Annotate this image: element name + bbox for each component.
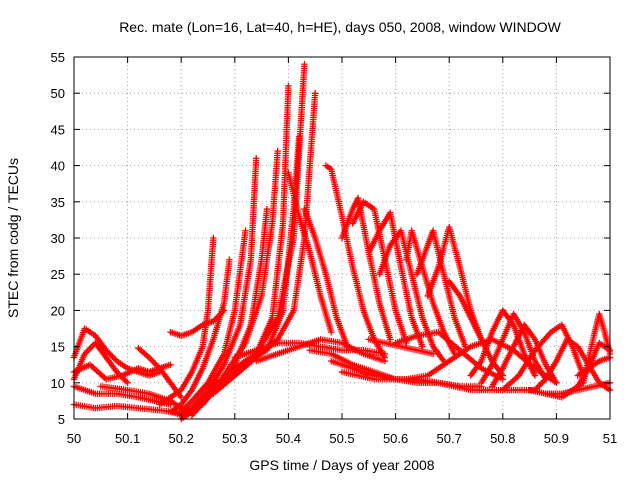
y-tick-label: 30: [51, 231, 65, 246]
data-point: [387, 336, 394, 343]
data-point: [253, 155, 260, 162]
data-point: [178, 394, 185, 401]
x-tick-label: 50.1: [115, 431, 140, 446]
x-tick-label: 51: [603, 431, 617, 446]
data-point: [124, 379, 131, 386]
data-point: [537, 380, 545, 388]
x-tick-label: 50.5: [329, 431, 354, 446]
y-tick-labels: 5 10 15 20 25 30 35 40 45 50 55: [51, 50, 65, 427]
x-tick-label: 50.8: [490, 431, 515, 446]
data-point: [285, 82, 292, 90]
x-tick-label: 50: [67, 431, 81, 446]
series-arc-21: [322, 162, 389, 361]
data-point: [226, 256, 233, 263]
data-point: [263, 205, 271, 213]
x-axis-label: GPS time / Days of year 2008: [249, 457, 434, 473]
data-point: [242, 227, 249, 234]
data-point: [150, 358, 157, 366]
y-tick-label: 45: [51, 122, 65, 137]
y-tick-label: 15: [51, 340, 65, 355]
y-axis-label: STEC from codg / TECUs: [5, 158, 21, 318]
y-tick-label: 40: [51, 159, 65, 174]
series-arc-10: [167, 256, 233, 415]
y-tick-label: 10: [51, 376, 65, 391]
series-arc-31: [478, 310, 549, 386]
data-point: [328, 328, 335, 336]
data-point: [84, 347, 91, 354]
x-tick-label: 50.4: [276, 431, 301, 446]
data-point: [301, 61, 308, 68]
chart-title: Rec. mate (Lon=16, Lat=40, h=HE), days 0…: [119, 19, 561, 35]
series-arc-07: [135, 344, 185, 401]
y-tick-label: 25: [51, 267, 65, 282]
y-tick-label: 35: [51, 195, 65, 210]
series-arc-12: [178, 155, 260, 419]
data-point: [87, 344, 95, 351]
x-tick-label: 50.7: [437, 431, 462, 446]
data-point: [419, 343, 426, 350]
x-tick-label: 50.3: [222, 431, 247, 446]
data-point: [89, 342, 96, 350]
data-point: [312, 90, 319, 97]
x-tick-label: 50.9: [544, 431, 569, 446]
series-arc-19: [285, 169, 335, 336]
data-point: [536, 382, 543, 389]
y-tick-label: 50: [51, 86, 65, 101]
data-point: [531, 372, 539, 379]
data-point: [274, 147, 281, 155]
data-point: [86, 345, 93, 353]
data-point: [122, 378, 130, 385]
series-arc-09: [156, 234, 217, 408]
y-tick-label: 5: [58, 412, 65, 427]
x-tick-labels: 50 50.1 50.2 50.3 50.4 50.5 50.6 50.7 50.8 50.9 51: [67, 431, 617, 446]
y-tick-label: 55: [51, 50, 65, 65]
data-point: [147, 355, 154, 363]
series-arc-25: [376, 227, 448, 365]
data-point: [148, 357, 156, 364]
data-points: [70, 61, 614, 423]
data-point: [295, 133, 303, 140]
series-arc-24: [365, 209, 426, 350]
x-tick-label: 50.2: [169, 431, 194, 446]
data-point: [167, 361, 174, 368]
data-point: [210, 234, 217, 242]
series-arc-20: [301, 205, 351, 350]
y-tick-label: 20: [51, 303, 65, 318]
series-arc-27: [413, 227, 469, 350]
series-arc-11: [167, 227, 249, 415]
x-tick-label: 50.6: [383, 431, 408, 446]
